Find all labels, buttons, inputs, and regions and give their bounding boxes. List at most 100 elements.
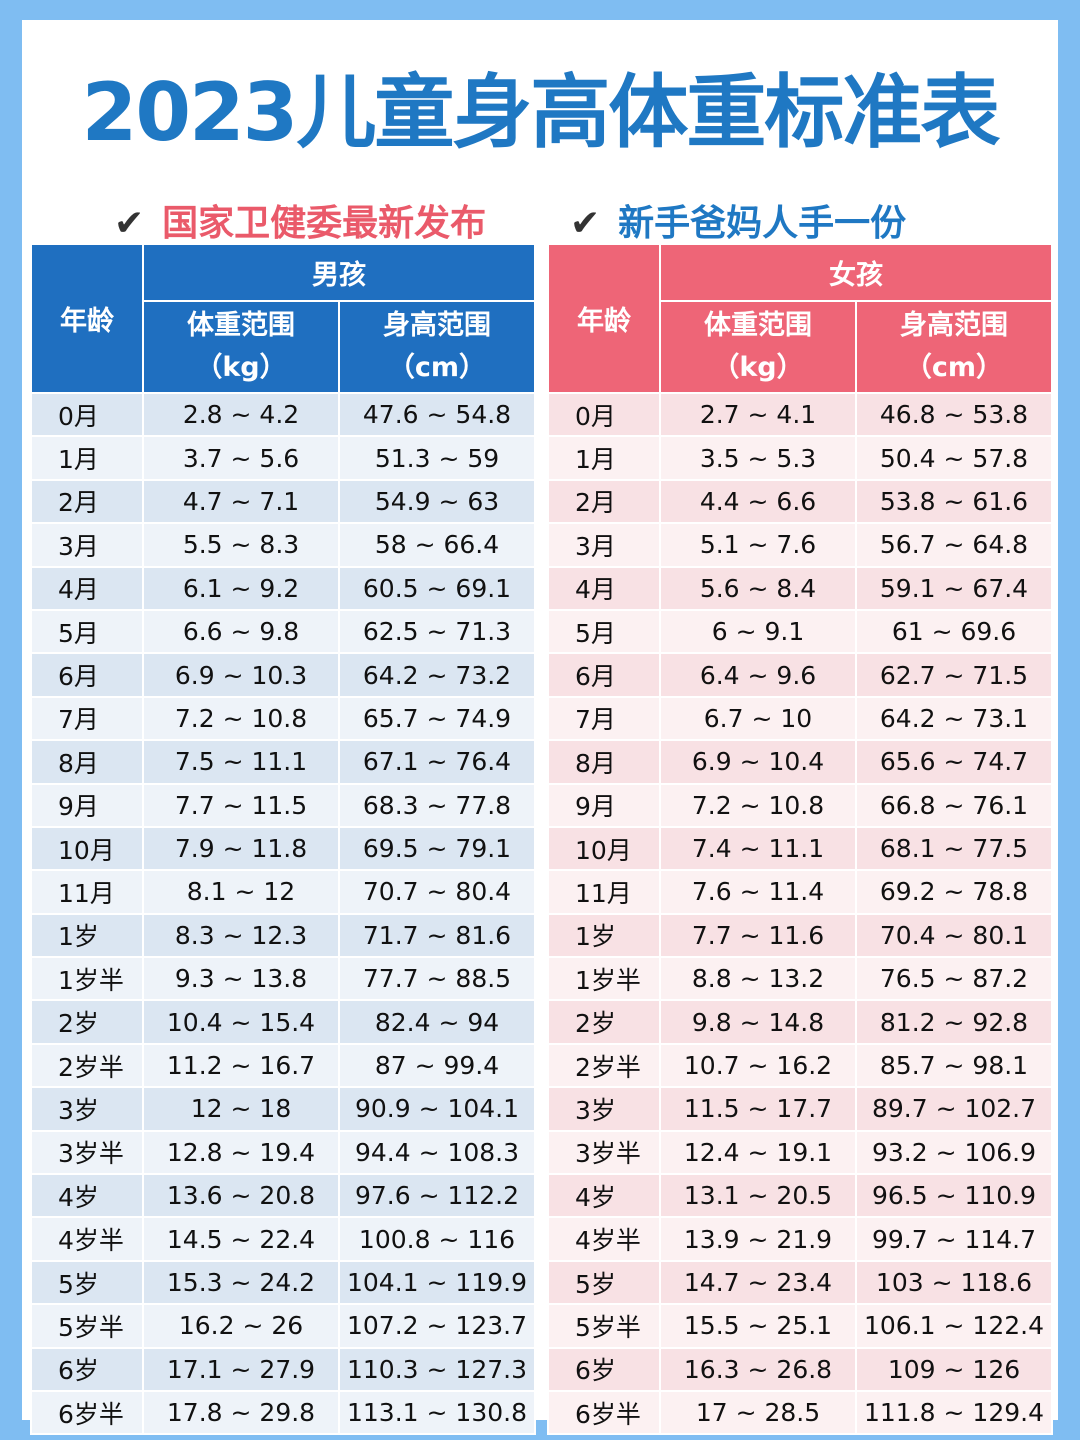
height-unit: （cm） bbox=[387, 352, 487, 383]
table-row: 9月 7.7 ~ 11.5 68.3 ~ 77.8 bbox=[30, 782, 536, 828]
girls-table-body: 0月 2.7 ~ 4.1 46.8 ~ 53.8 1月 3.5 ~ 5.3 50.4 ~ … bbox=[547, 391, 1053, 1436]
weight-cell: 7.7 ~ 11.6 bbox=[659, 912, 857, 959]
age-cell: 4月 bbox=[30, 565, 144, 611]
table-row: 4岁半 14.5 ~ 22.4 100.8 ~ 116 bbox=[30, 1216, 536, 1262]
weight-cell: 12.8 ~ 19.4 bbox=[142, 1129, 340, 1176]
age-cell: 5岁 bbox=[30, 1259, 144, 1306]
weight-cell: 5.1 ~ 7.6 bbox=[659, 522, 857, 568]
weight-cell: 17 ~ 28.5 bbox=[659, 1389, 857, 1436]
table-row: 6月 6.9 ~ 10.3 64.2 ~ 73.2 bbox=[30, 652, 536, 698]
age-cell: 6岁 bbox=[547, 1346, 661, 1392]
age-cell: 0月 bbox=[547, 391, 661, 438]
height-cell: 61 ~ 69.6 bbox=[855, 608, 1053, 655]
weight-cell: 7.4 ~ 11.1 bbox=[659, 825, 857, 872]
weight-cell: 15.3 ~ 24.2 bbox=[142, 1259, 340, 1306]
weight-cell: 6 ~ 9.1 bbox=[659, 608, 857, 655]
check-icon: ✔ bbox=[114, 203, 145, 244]
table-row: 2岁半 11.2 ~ 16.7 87 ~ 99.4 bbox=[30, 1042, 536, 1089]
table-row: 9月 7.2 ~ 10.8 66.8 ~ 76.1 bbox=[547, 782, 1053, 828]
age-cell: 7月 bbox=[30, 695, 144, 742]
boys-group-header: 男孩 bbox=[142, 243, 536, 302]
height-cell: 76.5 ~ 87.2 bbox=[855, 956, 1053, 1002]
table-row: 3月 5.1 ~ 7.6 56.7 ~ 64.8 bbox=[547, 522, 1053, 568]
weight-cell: 14.7 ~ 23.4 bbox=[659, 1259, 857, 1306]
subtitle-left: ✔ 国家卫健委最新发布 bbox=[114, 194, 486, 246]
table-row: 5岁 15.3 ~ 24.2 104.1 ~ 119.9 bbox=[30, 1259, 536, 1306]
table-row: 2月 4.4 ~ 6.6 53.8 ~ 61.6 bbox=[547, 478, 1053, 525]
age-cell: 1岁 bbox=[547, 912, 661, 959]
height-cell: 68.1 ~ 77.5 bbox=[855, 825, 1053, 872]
boys-table-body: 0月 2.8 ~ 4.2 47.6 ~ 54.8 1月 3.7 ~ 5.6 51.3 ~ … bbox=[30, 391, 536, 1436]
table-row: 4岁 13.6 ~ 20.8 97.6 ~ 112.2 bbox=[30, 1173, 536, 1219]
subtitle-left-text: 国家卫健委最新发布 bbox=[162, 203, 487, 244]
weight-range-header: 体重范围 （kg） bbox=[142, 300, 340, 394]
age-cell: 3岁半 bbox=[547, 1129, 661, 1176]
height-header-label: 身高范围 bbox=[383, 310, 491, 341]
subtitle-right-text: 新手爸妈人手一份 bbox=[618, 203, 907, 244]
table-row: 0月 2.7 ~ 4.1 46.8 ~ 53.8 bbox=[547, 391, 1053, 438]
height-cell: 54.9 ~ 63 bbox=[338, 478, 536, 525]
table-row: 5月 6 ~ 9.1 61 ~ 69.6 bbox=[547, 608, 1053, 655]
table-row: 1月 3.5 ~ 5.3 50.4 ~ 57.8 bbox=[547, 435, 1053, 481]
weight-cell: 9.8 ~ 14.8 bbox=[659, 999, 857, 1045]
weight-cell: 11.2 ~ 16.7 bbox=[142, 1042, 340, 1089]
height-cell: 69.5 ~ 79.1 bbox=[338, 825, 536, 872]
table-row: 7月 6.7 ~ 10 64.2 ~ 73.1 bbox=[547, 695, 1053, 742]
age-header: 年龄 bbox=[30, 243, 144, 394]
age-cell: 1月 bbox=[547, 435, 661, 481]
table-row: 3岁 12 ~ 18 90.9 ~ 104.1 bbox=[30, 1086, 536, 1132]
table-row: 5月 6.6 ~ 9.8 62.5 ~ 71.3 bbox=[30, 608, 536, 655]
weight-cell: 7.6 ~ 11.4 bbox=[659, 869, 857, 915]
age-cell: 5岁半 bbox=[547, 1303, 661, 1349]
subtitle-right: ✔ 新手爸妈人手一份 bbox=[570, 194, 906, 246]
table-row: 3岁半 12.4 ~ 19.1 93.2 ~ 106.9 bbox=[547, 1129, 1053, 1176]
table-row: 3月 5.5 ~ 8.3 58 ~ 66.4 bbox=[30, 522, 536, 568]
height-cell: 68.3 ~ 77.8 bbox=[338, 782, 536, 828]
weight-cell: 4.4 ~ 6.6 bbox=[659, 478, 857, 525]
height-cell: 89.7 ~ 102.7 bbox=[855, 1086, 1053, 1132]
height-cell: 110.3 ~ 127.3 bbox=[338, 1346, 536, 1392]
height-range-header: 身高范围 （cm） bbox=[855, 300, 1053, 394]
page-title: 2023儿童身高体重标准表 bbox=[81, 66, 1001, 159]
table-row: 11月 7.6 ~ 11.4 69.2 ~ 78.8 bbox=[547, 869, 1053, 915]
weight-unit: （kg） bbox=[712, 352, 804, 383]
weight-cell: 11.5 ~ 17.7 bbox=[659, 1086, 857, 1132]
age-cell: 3岁 bbox=[547, 1086, 661, 1132]
age-cell: 6岁半 bbox=[30, 1389, 144, 1436]
weight-cell: 17.1 ~ 27.9 bbox=[142, 1346, 340, 1392]
age-cell: 4岁 bbox=[30, 1173, 144, 1219]
height-cell: 53.8 ~ 61.6 bbox=[855, 478, 1053, 525]
table-row: 1岁半 9.3 ~ 13.8 77.7 ~ 88.5 bbox=[30, 956, 536, 1002]
weight-cell: 13.9 ~ 21.9 bbox=[659, 1216, 857, 1262]
weight-cell: 7.9 ~ 11.8 bbox=[142, 825, 340, 872]
weight-cell: 12 ~ 18 bbox=[142, 1086, 340, 1132]
height-cell: 50.4 ~ 57.8 bbox=[855, 435, 1053, 481]
weight-cell: 13.1 ~ 20.5 bbox=[659, 1173, 857, 1219]
height-cell: 65.6 ~ 74.7 bbox=[855, 739, 1053, 785]
age-cell: 2月 bbox=[30, 478, 144, 525]
height-cell: 56.7 ~ 64.8 bbox=[855, 522, 1053, 568]
height-cell: 85.7 ~ 98.1 bbox=[855, 1042, 1053, 1089]
height-cell: 107.2 ~ 123.7 bbox=[338, 1303, 536, 1349]
check-icon: ✔ bbox=[570, 203, 601, 244]
height-cell: 103 ~ 118.6 bbox=[855, 1259, 1053, 1306]
weight-cell: 6.6 ~ 9.8 bbox=[142, 608, 340, 655]
age-cell: 11月 bbox=[30, 869, 144, 915]
weight-cell: 12.4 ~ 19.1 bbox=[659, 1129, 857, 1176]
table-row: 6岁 17.1 ~ 27.9 110.3 ~ 127.3 bbox=[30, 1346, 536, 1392]
weight-cell: 10.7 ~ 16.2 bbox=[659, 1042, 857, 1089]
weight-cell: 9.3 ~ 13.8 bbox=[142, 956, 340, 1002]
table-row: 0月 2.8 ~ 4.2 47.6 ~ 54.8 bbox=[30, 391, 536, 438]
weight-cell: 16.2 ~ 26 bbox=[142, 1303, 340, 1349]
age-cell: 3岁半 bbox=[30, 1129, 144, 1176]
table-row: 1岁 8.3 ~ 12.3 71.7 ~ 81.6 bbox=[30, 912, 536, 959]
weight-cell: 6.1 ~ 9.2 bbox=[142, 565, 340, 611]
table-row: 2岁半 10.7 ~ 16.2 85.7 ~ 98.1 bbox=[547, 1042, 1053, 1089]
height-cell: 47.6 ~ 54.8 bbox=[338, 391, 536, 438]
age-cell: 1岁 bbox=[30, 912, 144, 959]
height-cell: 59.1 ~ 67.4 bbox=[855, 565, 1053, 611]
age-cell: 6月 bbox=[547, 652, 661, 698]
weight-cell: 8.8 ~ 13.2 bbox=[659, 956, 857, 1002]
age-cell: 3月 bbox=[547, 522, 661, 568]
weight-cell: 2.7 ~ 4.1 bbox=[659, 391, 857, 438]
